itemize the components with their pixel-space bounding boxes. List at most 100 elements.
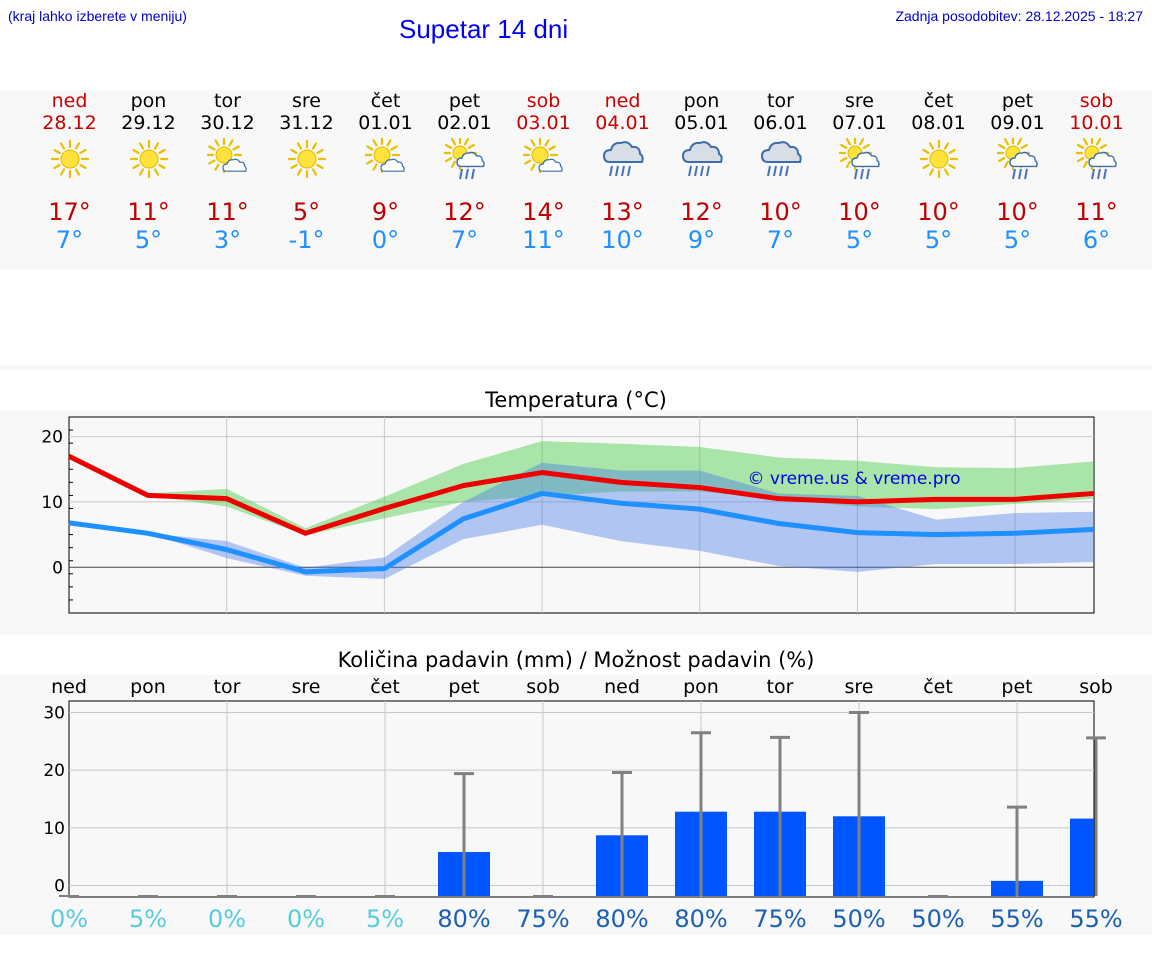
rain-icon xyxy=(760,138,802,180)
max-temperature: 14° xyxy=(522,198,565,226)
day-label: sob xyxy=(526,676,560,698)
min-temperature: 10° xyxy=(601,226,644,254)
day-label: sre xyxy=(292,676,321,698)
day-label: sob xyxy=(1079,676,1113,698)
max-temperature: 10° xyxy=(996,198,1039,226)
precipitation-probability: 5% xyxy=(129,905,167,933)
day-name: čet xyxy=(923,90,954,112)
max-temperature: 10° xyxy=(759,198,802,226)
day-name: pon xyxy=(130,90,167,112)
forecast-strip: ned 28.12 17° 7° pon 29.12 11° 5° tor 30.12 11° 3°… xyxy=(0,90,1152,270)
precipitation-probability: 55% xyxy=(990,905,1043,933)
precipitation-bar xyxy=(1070,818,1094,896)
min-temperature: 5° xyxy=(845,226,874,254)
day-label: pon xyxy=(683,676,719,698)
rain-icon xyxy=(681,138,723,180)
day-date: 01.01 xyxy=(358,112,413,134)
precipitation-probability: 50% xyxy=(911,905,964,933)
max-temperature: 9° xyxy=(371,198,400,226)
min-temperature: 9° xyxy=(687,226,716,254)
precipitation-probability: 0% xyxy=(287,905,325,933)
y-tick-label: 20 xyxy=(41,428,63,448)
day-date: 09.01 xyxy=(990,112,1045,134)
max-range-band xyxy=(69,441,1094,536)
sun-icon xyxy=(918,138,960,180)
day-name: sob xyxy=(526,90,561,112)
min-temperature: 5° xyxy=(924,226,953,254)
precipitation-probability: 0% xyxy=(50,905,88,933)
precipitation-probability: 80% xyxy=(674,905,727,933)
day-name: sre xyxy=(845,90,874,112)
day-name: pet xyxy=(448,90,481,112)
min-temperature: 11° xyxy=(522,226,565,254)
precipitation-probability: 55% xyxy=(1069,905,1122,933)
day-label: sre xyxy=(845,676,874,698)
day-date: 07.01 xyxy=(832,112,887,134)
max-temperature: 12° xyxy=(443,198,486,226)
sun-icon xyxy=(286,138,328,180)
y-tick-label: 0 xyxy=(52,558,63,578)
day-name: ned xyxy=(51,90,88,112)
day-date: 05.01 xyxy=(674,112,729,134)
last-update: Zadnja posodobitev: 28.12.2025 - 18:27 xyxy=(895,8,1143,24)
day-date: 28.12 xyxy=(42,112,97,134)
max-temperature: 11° xyxy=(1075,198,1118,226)
precipitation-probability: 5% xyxy=(366,905,404,933)
sun-icon xyxy=(128,138,170,180)
max-temperature: 17° xyxy=(48,198,91,226)
plot-area xyxy=(68,416,1095,614)
day-label: čet xyxy=(923,676,953,698)
min-temperature-line xyxy=(68,490,1095,575)
temperature-chart-title: Temperatura (°C) xyxy=(485,388,667,412)
page-title: Supetar 14 dni xyxy=(399,14,569,44)
sun-rain-icon xyxy=(995,135,1039,180)
sun-rain-icon xyxy=(1074,135,1118,180)
temperature-chart: 0 10 20 © vreme.us & vreme.pro xyxy=(41,416,1095,614)
min-temperature: 7° xyxy=(55,226,84,254)
day-label: pet xyxy=(448,676,479,698)
day-label: pet xyxy=(1001,676,1032,698)
day-name: tor xyxy=(767,90,794,112)
precipitation-probability: 80% xyxy=(437,905,490,933)
day-date: 04.01 xyxy=(595,112,650,134)
max-temperature: 12° xyxy=(680,198,723,226)
precipitation-chart-title: Količina padavin (mm) / Možnost padavin … xyxy=(337,648,815,672)
sun-rain-icon xyxy=(837,135,881,180)
day-date: 06.01 xyxy=(753,112,808,134)
max-temperature-line xyxy=(67,453,1095,536)
precipitation-probability: 75% xyxy=(516,905,569,933)
y-tick-label: 30 xyxy=(43,704,65,724)
day-label: čet xyxy=(370,676,400,698)
day-date: 30.12 xyxy=(200,112,255,134)
plot-area xyxy=(68,700,1095,898)
day-date: 31.12 xyxy=(279,112,334,134)
min-temperature: 5° xyxy=(134,226,163,254)
max-temperature: 11° xyxy=(127,198,170,226)
day-name: sre xyxy=(292,90,321,112)
sun-icon xyxy=(49,138,91,180)
min-temperature: 5° xyxy=(1003,226,1032,254)
day-label: tor xyxy=(214,676,241,698)
day-name: pon xyxy=(683,90,720,112)
day-name: tor xyxy=(214,90,241,112)
day-name: čet xyxy=(370,90,401,112)
precipitation-probability: 80% xyxy=(595,905,648,933)
max-temperature: 10° xyxy=(917,198,960,226)
day-date: 29.12 xyxy=(121,112,176,134)
min-range-band xyxy=(69,462,1094,580)
day-name: pet xyxy=(1001,90,1034,112)
min-temperature: -1° xyxy=(288,226,325,254)
menu-hint: (kraj lahko izberete v meniju) xyxy=(8,8,187,24)
max-temperature: 13° xyxy=(601,198,644,226)
sun-cloud-icon xyxy=(521,136,565,180)
min-temperature: 6° xyxy=(1082,226,1111,254)
precipitation-chart: 0 10 20 30 ned pon tor sre čet pet sob ned pon tor sre… xyxy=(43,676,1122,933)
precipitation-probability: 75% xyxy=(753,905,806,933)
watermark: © vreme.us & vreme.pro xyxy=(747,469,960,489)
day-name: ned xyxy=(604,90,641,112)
y-tick-label: 20 xyxy=(43,761,65,781)
day-date: 03.01 xyxy=(516,112,571,134)
day-date: 10.01 xyxy=(1069,112,1124,134)
day-name: sob xyxy=(1079,90,1114,112)
sun-cloud-icon xyxy=(363,136,407,180)
